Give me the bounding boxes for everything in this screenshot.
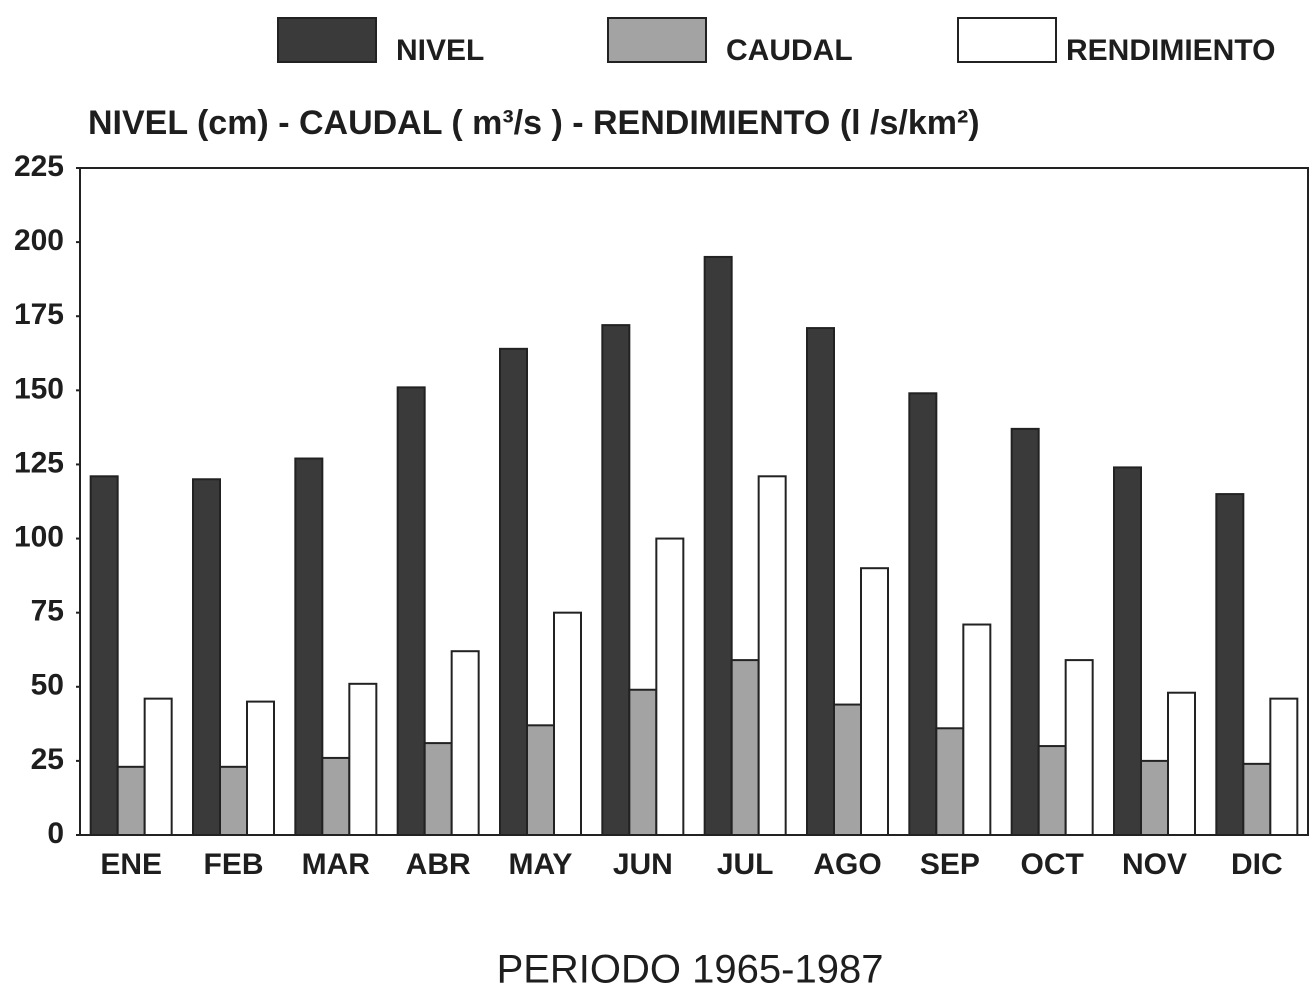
y-tick-label: 225 (14, 150, 64, 183)
x-tick-label: FEB (204, 848, 264, 881)
bar (655, 537, 685, 836)
y-tick-label: 0 (47, 817, 64, 850)
bar (601, 324, 631, 836)
bar (730, 659, 760, 836)
legend-label: CAUDAL (726, 34, 853, 67)
legend-swatch (957, 17, 1057, 63)
bar (1167, 691, 1196, 836)
bar (628, 688, 658, 837)
x-tick-label: OCT (1021, 848, 1084, 881)
x-tick-label: JUL (717, 848, 774, 881)
legend-label: RENDIMIENTO (1066, 34, 1275, 67)
bar (321, 756, 351, 836)
bar (294, 457, 324, 836)
bar (1010, 427, 1040, 836)
bar (935, 727, 965, 837)
bar (1242, 762, 1272, 836)
bar (1037, 745, 1067, 836)
bar (1215, 493, 1245, 836)
bar (833, 703, 862, 837)
bar (1064, 659, 1094, 836)
bar (962, 623, 992, 836)
bar (116, 765, 146, 836)
bar (89, 475, 119, 836)
bar (526, 724, 555, 836)
bar (219, 765, 248, 836)
bar (908, 392, 938, 836)
y-tick-label: 125 (14, 446, 64, 479)
bar (348, 682, 378, 837)
x-tick-label: JUN (613, 848, 673, 881)
y-tick-label: 200 (14, 224, 64, 257)
bar (1269, 697, 1299, 836)
x-tick-label: AGO (813, 848, 881, 881)
y-tick-label: 75 (31, 595, 64, 628)
y-tick-label: 150 (14, 372, 64, 405)
bar (860, 567, 889, 836)
bar (1140, 759, 1169, 837)
x-tick-label: DIC (1231, 848, 1283, 881)
bar (450, 650, 480, 837)
x-tick-label: ENE (100, 848, 162, 881)
bar (703, 255, 733, 836)
bar (192, 478, 221, 836)
bar (806, 327, 835, 836)
x-tick-label: MAR (302, 848, 371, 881)
y-tick-label: 100 (14, 520, 64, 553)
legend-swatch (277, 17, 377, 63)
bar (1113, 466, 1142, 836)
y-tick-label: 25 (31, 743, 64, 776)
bar (423, 742, 453, 837)
x-tick-label: MAY (509, 848, 573, 881)
x-tick-label: NOV (1122, 848, 1187, 881)
legend-swatch (607, 17, 707, 63)
chart-title: NIVEL (cm) - CAUDAL ( m³/s ) - RENDIMIEN… (88, 104, 980, 142)
legend-label: NIVEL (396, 34, 484, 67)
bar (499, 347, 528, 836)
bar (246, 700, 275, 836)
y-tick-label: 175 (14, 298, 64, 331)
x-tick-label: SEP (920, 848, 980, 881)
plot-frame (79, 167, 1309, 836)
bar (396, 386, 426, 836)
bar (757, 475, 787, 836)
y-tick-label: 50 (31, 669, 64, 702)
bar (553, 611, 582, 837)
x-axis-label: PERIODO 1965-1987 (497, 948, 884, 992)
bar (143, 697, 173, 836)
x-tick-label: ABR (406, 848, 471, 881)
